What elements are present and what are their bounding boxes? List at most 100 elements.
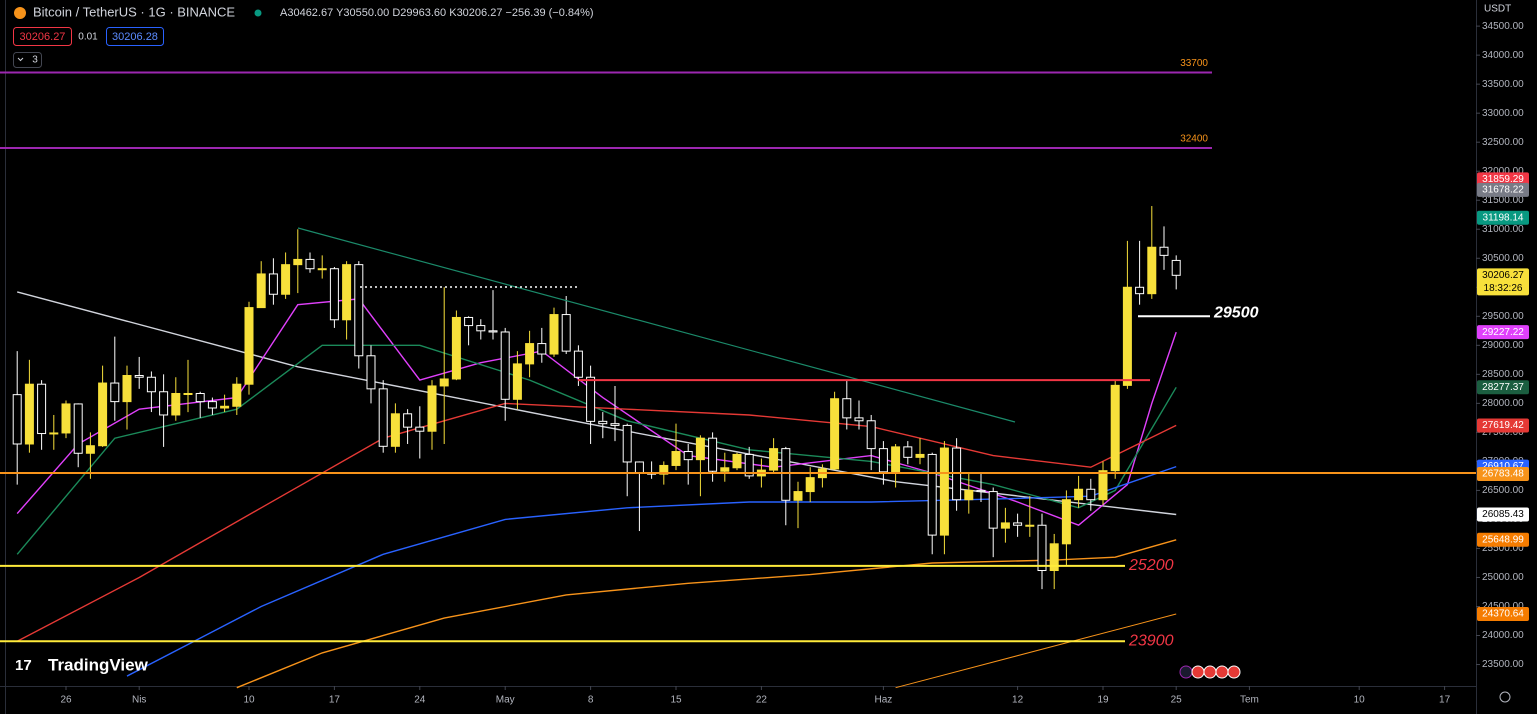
candle-body	[732, 453, 742, 469]
candle-body	[1000, 522, 1010, 529]
level-label: 23900	[1128, 633, 1174, 650]
candle-body	[891, 446, 901, 473]
price-label-box	[1477, 268, 1529, 296]
candle-body	[537, 343, 547, 355]
buy-price: 30206.28	[112, 31, 158, 43]
candle-body	[927, 453, 937, 536]
candle-body	[61, 403, 71, 434]
price-axis: 34500.00 34000.00 33500.00 33000.00 32500.00…	[1476, 21, 1529, 670]
sell-box[interactable]	[13, 27, 72, 46]
buy-box[interactable]	[106, 27, 164, 46]
candle-body	[708, 437, 718, 472]
candle-body	[793, 491, 803, 501]
x-tick-label: 12	[1012, 695, 1024, 706]
level-label: 29500	[1213, 305, 1259, 322]
price-label-box	[1477, 606, 1529, 621]
event-icon[interactable]	[1215, 665, 1229, 679]
price-label: 26783.48	[1482, 469, 1524, 480]
candle-body	[525, 343, 535, 365]
candle-body	[1074, 488, 1084, 501]
price-label-box	[1477, 532, 1529, 547]
price-label-box	[1477, 380, 1529, 395]
x-tick-label: 17	[1439, 695, 1451, 706]
price-label: 29227.22	[1482, 327, 1524, 338]
logo-mark: 17	[15, 657, 32, 674]
indicator-toggle[interactable]	[13, 52, 42, 68]
event-icon[interactable]	[1179, 665, 1193, 679]
candle-body	[354, 264, 364, 357]
x-tick-label: 17	[329, 695, 341, 706]
candle-body	[1147, 246, 1157, 295]
price-label: 26085.43	[1482, 509, 1524, 520]
price-label: 31859.29	[1482, 174, 1524, 185]
price-label-box	[1477, 210, 1529, 225]
candle-body	[939, 447, 949, 536]
x-tick-label: 19	[1097, 695, 1109, 706]
candle-body	[915, 453, 925, 458]
candle-body	[488, 330, 498, 333]
currency[interactable]: USDT	[1484, 4, 1511, 15]
event-icons[interactable]	[1179, 665, 1241, 679]
symbol-title: Bitcoin / TetherUS · 1G · BINANCE	[33, 4, 235, 19]
candle-body	[110, 382, 120, 403]
event-icon[interactable]	[1203, 665, 1217, 679]
candle-body	[305, 258, 315, 270]
candle-body	[281, 264, 291, 295]
candle-body	[183, 392, 193, 395]
x-tick-label: 8	[588, 695, 594, 706]
x-tick-label: Haz	[875, 695, 893, 706]
candle-body	[268, 273, 278, 295]
y-tick-label: 23500.00	[1482, 659, 1524, 670]
moving-average	[126, 465, 1177, 677]
candle-body	[439, 378, 449, 387]
candle-body	[256, 273, 266, 309]
x-tick-label: 22	[756, 695, 768, 706]
candle-body	[830, 398, 840, 470]
candle-body	[842, 398, 852, 419]
y-tick-label: 33500.00	[1482, 79, 1524, 90]
x-tick-label: 24	[414, 695, 426, 706]
candle-body	[171, 392, 181, 416]
x-tick-label: 10	[243, 695, 255, 706]
candle-body	[73, 403, 83, 454]
price-label: 31678.22	[1482, 185, 1524, 196]
candle-body	[634, 461, 644, 474]
candle-body	[1135, 286, 1145, 295]
candle-body	[549, 314, 559, 355]
candle-body	[464, 316, 474, 327]
candle-body	[512, 363, 522, 400]
candle-body	[85, 445, 95, 454]
candle-body	[866, 420, 876, 450]
price-label-box	[1477, 325, 1529, 340]
candle-body	[415, 426, 425, 432]
moving-average	[236, 539, 1177, 689]
candle-body	[329, 268, 339, 321]
y-tick-label: 31500.00	[1482, 195, 1524, 206]
candle-body	[366, 355, 376, 390]
y-tick-label: 26500.00	[1482, 485, 1524, 496]
candle-body	[683, 451, 693, 461]
event-icon[interactable]	[1227, 665, 1241, 679]
candle-body	[317, 268, 327, 271]
y-tick-label: 28000.00	[1482, 398, 1524, 409]
settings-icon[interactable]	[1499, 691, 1511, 703]
candle-body	[1025, 524, 1035, 527]
candle-body	[122, 375, 132, 403]
candle-body	[671, 451, 681, 466]
candle-body	[24, 383, 34, 445]
price-label-box	[1477, 466, 1529, 481]
candle-body	[878, 448, 888, 473]
candle-body	[146, 376, 156, 393]
event-icon[interactable]	[1191, 665, 1205, 679]
level-label: 25200	[1128, 557, 1174, 574]
plot	[12, 206, 1181, 689]
y-tick-label: 32500.00	[1482, 137, 1524, 148]
candle-body	[427, 385, 437, 432]
candle-body	[854, 417, 864, 422]
candle-body	[195, 392, 205, 403]
candle-body	[1013, 522, 1023, 526]
candle-body	[1086, 488, 1096, 501]
y-tick-label: 29000.00	[1482, 340, 1524, 351]
